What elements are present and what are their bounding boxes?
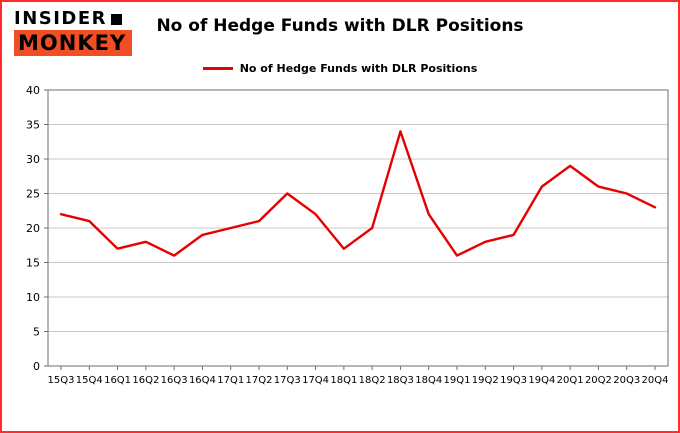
x-tick-label: 19Q4 — [528, 375, 555, 386]
x-tick-label: 18Q4 — [415, 375, 442, 386]
y-tick-label: 25 — [26, 188, 40, 201]
x-tick-label: 19Q1 — [444, 375, 471, 386]
x-tick-label: 17Q4 — [302, 375, 329, 386]
logo-line-monkey: MONKEY — [14, 30, 133, 56]
x-tick-label: 18Q1 — [330, 375, 357, 386]
x-tick-label: 20Q4 — [642, 375, 669, 386]
legend: No of Hedge Funds with DLR Positions — [2, 62, 678, 75]
legend-label: No of Hedge Funds with DLR Positions — [239, 62, 478, 75]
x-tick-label: 20Q2 — [585, 375, 612, 386]
y-tick-label: 0 — [33, 360, 40, 373]
x-tick-label: 18Q2 — [359, 375, 386, 386]
x-tick-label: 16Q4 — [189, 375, 216, 386]
logo-line-insider: INSIDER — [14, 10, 132, 28]
x-tick-label: 16Q3 — [161, 375, 188, 386]
insider-monkey-logo: INSIDER MONKEY — [14, 10, 133, 56]
x-tick-label: 16Q1 — [104, 375, 131, 386]
x-tick-label: 17Q3 — [274, 375, 301, 386]
page-title: No of Hedge Funds with DLR Positions — [156, 16, 524, 36]
y-tick-label: 40 — [26, 84, 40, 97]
legend-line-swatch — [202, 67, 233, 70]
y-tick-label: 5 — [33, 326, 40, 339]
x-tick-label: 20Q3 — [613, 375, 640, 386]
x-tick-label: 17Q1 — [217, 375, 244, 386]
x-tick-label: 19Q2 — [472, 375, 499, 386]
y-tick-label: 10 — [26, 291, 40, 304]
x-tick-label: 15Q3 — [48, 375, 75, 386]
x-tick-label: 18Q3 — [387, 375, 414, 386]
logo-text-insider: INSIDER — [14, 8, 108, 29]
y-tick-label: 35 — [26, 119, 40, 132]
y-tick-label: 20 — [26, 222, 40, 235]
x-tick-label: 20Q1 — [557, 375, 584, 386]
y-tick-label: 30 — [26, 153, 40, 166]
series-line — [59, 130, 657, 257]
x-tick-label: 15Q4 — [76, 375, 103, 386]
y-tick-label: 15 — [26, 257, 40, 270]
plot-border — [47, 89, 669, 367]
x-tick-label: 17Q2 — [246, 375, 273, 386]
monkey-icon — [111, 13, 123, 25]
x-tick-label: 16Q2 — [132, 375, 159, 386]
x-tick-label: 19Q3 — [500, 375, 527, 386]
